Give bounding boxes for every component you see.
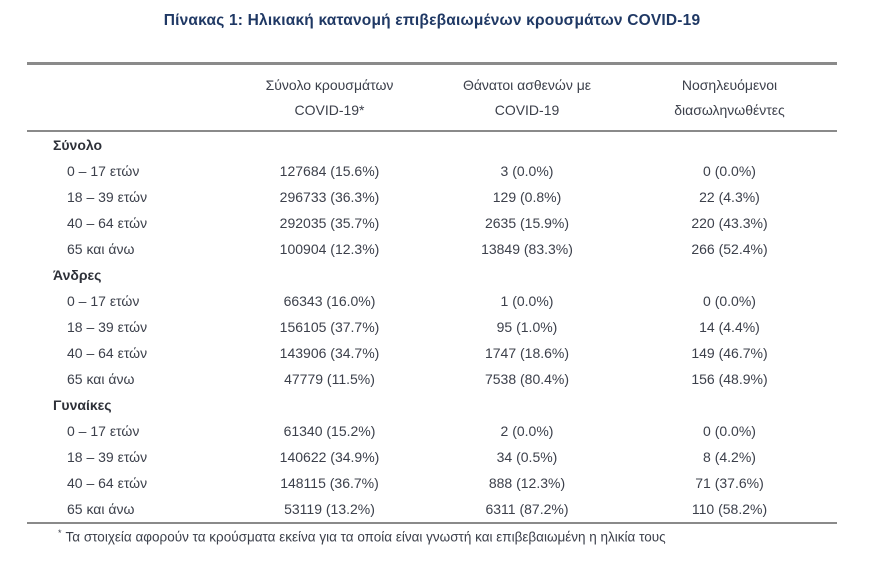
age-label: 40 – 64 ετών — [67, 475, 148, 491]
intubated-cell: 14 (4.4%) — [699, 319, 760, 335]
covid-age-distribution-table: Σύνολο κρουσμάτων COVID-19* Θάνατοι ασθε… — [27, 62, 837, 524]
table-row: 0 – 17 ετών 66343 (16.0%) 1 (0.0%) 0 (0.… — [27, 288, 837, 314]
intubated-cell: 0 (0.0%) — [703, 163, 756, 179]
table-row: 18 – 39 ετών 140622 (34.9%) 34 (0.5%) 8 … — [27, 444, 837, 470]
intubated-cell: 149 (46.7%) — [691, 345, 768, 361]
table-area: Σύνολο κρουσμάτων COVID-19* Θάνατοι ασθε… — [27, 62, 837, 524]
table-row: 0 – 17 ετών 127684 (15.6%) 3 (0.0%) 0 (0… — [27, 158, 837, 184]
cases-cell: 156105 (37.7%) — [279, 319, 380, 335]
deaths-cell: 1 (0.0%) — [500, 293, 554, 309]
intubated-cell: 266 (52.4%) — [691, 241, 768, 257]
header-row: Σύνολο κρουσμάτων COVID-19* Θάνατοι ασθε… — [27, 64, 837, 132]
deaths-cell: 3 (0.0%) — [500, 163, 554, 179]
table-row: 65 και άνω 47779 (11.5%) 7538 (80.4%) 15… — [27, 366, 837, 392]
cases-cell: 296733 (36.3%) — [279, 189, 380, 205]
age-label: 65 και άνω — [67, 371, 135, 387]
section-header-label: Άνδρες — [53, 267, 102, 283]
footnote-asterisk: * — [58, 528, 62, 538]
intubated-cell: 22 (4.3%) — [699, 189, 760, 205]
cases-cell: 100904 (12.3%) — [279, 241, 380, 257]
footnote-text: Τα στοιχεία αφορούν τα κρούσματα εκείνα … — [65, 529, 666, 545]
age-label: 0 – 17 ετών — [67, 163, 140, 179]
cases-cell: 61340 (15.2%) — [283, 423, 376, 439]
age-label: 40 – 64 ετών — [67, 345, 148, 361]
cases-cell: 140622 (34.9%) — [279, 449, 380, 465]
intubated-cell: 71 (37.6%) — [695, 475, 764, 491]
intubated-cell: 220 (43.3%) — [691, 215, 768, 231]
cases-cell: 292035 (35.7%) — [279, 215, 380, 231]
deaths-cell: 2 (0.0%) — [500, 423, 554, 439]
footnote: * Τα στοιχεία αφορούν τα κρούσματα εκείνα… — [58, 528, 666, 545]
section-header-women: Γυναίκες — [27, 392, 837, 418]
deaths-cell: 1747 (18.6%) — [484, 345, 570, 361]
intubated-cell: 8 (4.2%) — [703, 449, 756, 465]
deaths-cell: 888 (12.3%) — [488, 475, 566, 491]
table-row: 18 – 39 ετών 156105 (37.7%) 95 (1.0%) 14… — [27, 314, 837, 340]
column-header-intubated: Νοσηλευόμενοι διασωληνωθέντες — [622, 64, 837, 132]
cases-cell: 143906 (34.7%) — [279, 345, 380, 361]
table-row: 0 – 17 ετών 61340 (15.2%) 2 (0.0%) 0 (0.… — [27, 418, 837, 444]
age-label: 0 – 17 ετών — [67, 293, 140, 309]
deaths-cell: 7538 (80.4%) — [484, 371, 570, 387]
deaths-cell: 13849 (83.3%) — [481, 241, 573, 257]
cases-cell: 148115 (36.7%) — [280, 475, 379, 491]
cases-cell: 66343 (16.0%) — [283, 293, 376, 309]
table-row: 65 και άνω 100904 (12.3%) 13849 (83.3%) … — [27, 236, 837, 262]
age-label: 65 και άνω — [67, 501, 135, 517]
age-label: 18 – 39 ετών — [67, 319, 148, 335]
intubated-cell: 0 (0.0%) — [703, 293, 756, 309]
deaths-cell: 2635 (15.9%) — [484, 215, 570, 231]
cases-cell: 53119 (13.2%) — [284, 501, 375, 517]
table-row: 65 και άνω 53119 (13.2%) 6311 (87.2%) 11… — [27, 496, 837, 523]
age-label: 65 και άνω — [67, 241, 135, 257]
deaths-cell: 6311 (87.2%) — [485, 501, 569, 517]
deaths-cell: 34 (0.5%) — [496, 449, 558, 465]
age-label: 40 – 64 ετών — [67, 215, 148, 231]
table-row: 40 – 64 ετών 148115 (36.7%) 888 (12.3%) … — [27, 470, 837, 496]
column-header-intubated-line1: Νοσηλευόμενοι — [681, 77, 778, 93]
section-header-label: Σύνολο — [53, 137, 103, 153]
column-header-deaths-line2: COVID-19 — [494, 102, 560, 118]
table-title: Πίνακας 1: Ηλικιακή κατανομή επιβεβαιωμέ… — [163, 12, 701, 29]
table-row: 18 – 39 ετών 296733 (36.3%) 129 (0.8%) 2… — [27, 184, 837, 210]
age-label: 18 – 39 ετών — [67, 449, 148, 465]
table-row: 40 – 64 ετών 143906 (34.7%) 1747 (18.6%)… — [27, 340, 837, 366]
column-header-cases-line1: Σύνολο κρουσμάτων — [265, 77, 394, 93]
intubated-cell: 156 (48.9%) — [691, 371, 768, 387]
age-label: 18 – 39 ετών — [67, 189, 148, 205]
age-label: 0 – 17 ετών — [67, 423, 140, 439]
cases-cell: 127684 (15.6%) — [279, 163, 380, 179]
table-row: 40 – 64 ετών 292035 (35.7%) 2635 (15.9%)… — [27, 210, 837, 236]
column-header-deaths: Θάνατοι ασθενών με COVID-19 — [432, 64, 622, 132]
intubated-cell: 110 (58.2%) — [691, 501, 768, 517]
section-header-label: Γυναίκες — [53, 397, 112, 413]
column-header-cases-line2: COVID-19* — [294, 102, 365, 118]
column-header-empty — [27, 64, 227, 132]
column-header-cases: Σύνολο κρουσμάτων COVID-19* — [227, 64, 432, 132]
column-header-deaths-line1: Θάνατοι ασθενών με — [462, 77, 592, 93]
deaths-cell: 129 (0.8%) — [492, 189, 562, 205]
column-header-intubated-line2: διασωληνωθέντες — [674, 102, 785, 118]
intubated-cell: 0 (0.0%) — [703, 423, 756, 439]
section-header-men: Άνδρες — [27, 262, 837, 288]
cases-cell: 47779 (11.5%) — [284, 371, 375, 387]
section-header-total: Σύνολο — [27, 131, 837, 158]
deaths-cell: 95 (1.0%) — [496, 319, 558, 335]
